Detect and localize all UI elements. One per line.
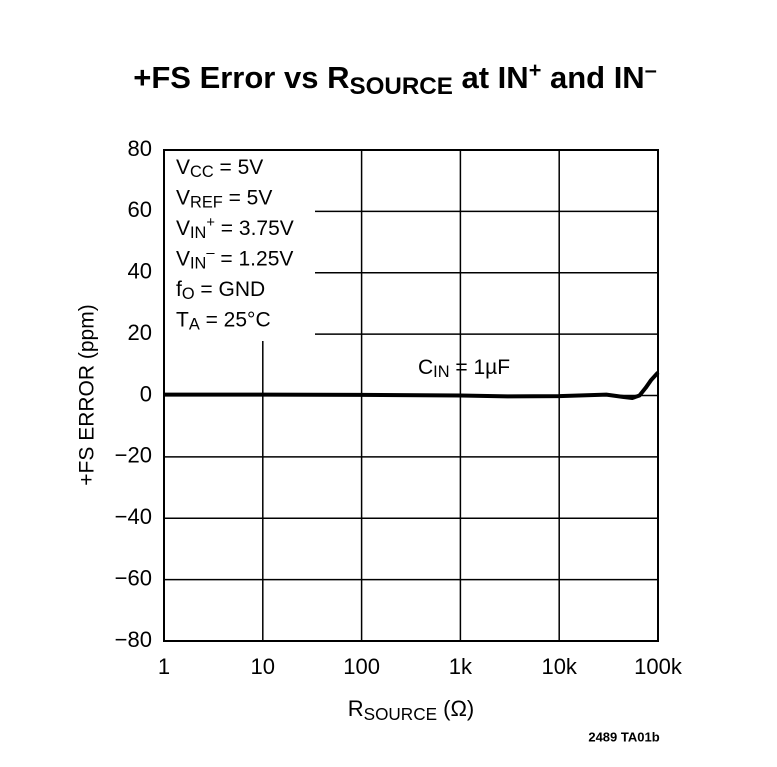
- text-part: REF: [190, 194, 223, 212]
- text-part: R: [348, 696, 364, 721]
- text-part: = 5V: [214, 156, 264, 179]
- y-tick-label: −20: [115, 443, 152, 468]
- text-part: CC: [190, 163, 214, 181]
- text-part: O: [182, 285, 195, 303]
- text-part: +: [529, 57, 542, 82]
- y-tick-label: −80: [115, 627, 152, 652]
- text-part: = 1µF: [450, 356, 511, 379]
- x-tick-label: 1k: [449, 654, 473, 679]
- y-tick-label: 80: [128, 136, 152, 161]
- y-tick-label: −60: [115, 565, 152, 590]
- text-part: A: [189, 316, 200, 334]
- x-axis-label: RSOURCE (Ω): [348, 696, 475, 724]
- data-line: [164, 371, 660, 400]
- y-tick-label: −40: [115, 504, 152, 529]
- y-tick-label: 60: [128, 197, 152, 222]
- text-part: at IN: [453, 60, 529, 95]
- condition: TA = 25°C: [176, 308, 271, 334]
- text-part: –: [206, 245, 215, 261]
- text-part: +FS Error vs R: [133, 60, 349, 95]
- text-part: IN: [433, 363, 449, 381]
- annotation-background: [165, 151, 315, 341]
- footnote: 2489 TA01b: [588, 729, 659, 744]
- text-part: T: [176, 308, 189, 331]
- text-part: +: [206, 215, 215, 231]
- chart-title: +FS Error vs RSOURCE at IN+ and IN–: [133, 57, 657, 100]
- condition: VREF = 5V: [176, 186, 272, 212]
- x-tick-label: 1: [158, 654, 170, 679]
- text-part: and IN: [541, 60, 644, 95]
- text-part: = GND: [195, 278, 266, 301]
- condition: VCC = 5V: [176, 156, 263, 182]
- text-part: = 3.75V: [215, 217, 294, 240]
- text-part: V: [176, 186, 190, 209]
- condition: VIN– = 1.25V: [176, 245, 293, 272]
- text-part: IN: [190, 255, 206, 273]
- condition: fO = GND: [176, 278, 265, 304]
- text-part: = 5V: [223, 186, 273, 209]
- text-part: V: [176, 247, 190, 270]
- text-part: V: [176, 217, 190, 240]
- x-tick-label: 100: [343, 654, 380, 679]
- x-tick-label: 10k: [541, 654, 577, 679]
- y-axis-label: +FS ERROR (ppm): [76, 304, 99, 485]
- text-part: = 1.25V: [215, 247, 294, 270]
- text-part: SOURCE: [364, 704, 437, 724]
- y-tick-label: 20: [128, 320, 152, 345]
- text-part: –: [645, 57, 657, 82]
- text-part: C: [418, 356, 433, 379]
- text-part: = 25°C: [200, 308, 271, 331]
- x-tick-label: 100k: [634, 654, 683, 679]
- text-part: (Ω): [437, 696, 474, 721]
- y-tick-label: 0: [140, 381, 152, 406]
- x-tick-label: 10: [251, 654, 275, 679]
- y-tick-label: 40: [128, 259, 152, 284]
- text-part: SOURCE: [349, 73, 452, 100]
- text-part: V: [176, 156, 190, 179]
- text-part: f: [176, 278, 182, 301]
- curve-label: CIN = 1µF: [418, 356, 510, 382]
- text-part: IN: [190, 224, 206, 242]
- condition: VIN+ = 3.75V: [176, 215, 294, 242]
